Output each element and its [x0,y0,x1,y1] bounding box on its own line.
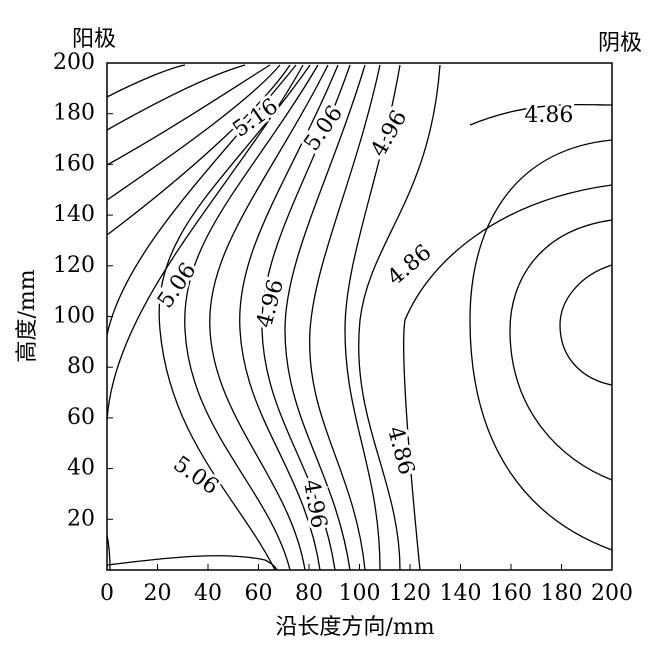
y-tick-label: 180 [53,101,95,126]
x-tick-label: 60 [245,581,273,606]
y-tick-label: 80 [67,354,95,379]
contour-label: 4.86 [383,240,437,291]
y-axis-label: 高度/mm [15,269,40,362]
x-tick-label: 140 [440,581,482,606]
contour-lines [106,64,613,571]
y-tick-label: 100 [53,304,95,329]
plot-frame [106,62,613,571]
right-note: 阴极 [598,31,642,56]
y-tick-label: 40 [67,456,95,481]
x-tick-label: 40 [194,581,222,606]
x-tick-label: 120 [389,581,431,606]
x-tick-label: 100 [339,581,381,606]
x-tick-label: 160 [490,581,532,606]
x-tick-label: 200 [591,581,633,606]
y-tick-label: 140 [53,202,95,227]
y-tick-label: 120 [53,253,95,278]
contour-label: 4.96 [366,106,412,161]
contour-label: 4.96 [298,478,331,531]
contour-label: 5.06 [168,452,222,501]
x-tick-label: 80 [295,581,323,606]
contour-label: 4.96 [252,277,289,331]
y-tick-label: 160 [53,151,95,176]
y-tick-label: 20 [67,506,95,531]
contour-label: 5.06 [299,101,348,155]
contour-label: 4.86 [524,103,573,128]
x-tick-label: 0 [100,581,114,606]
left-note: 阳极 [72,27,116,52]
contour-label: 4.86 [382,424,419,478]
x-tick-label: 180 [541,581,583,606]
x-axis-label: 沿长度方向/mm [275,615,434,640]
y-tick-label: 200 [53,50,95,75]
x-tick-label: 20 [144,581,172,606]
y-tick-label: 60 [67,405,95,430]
